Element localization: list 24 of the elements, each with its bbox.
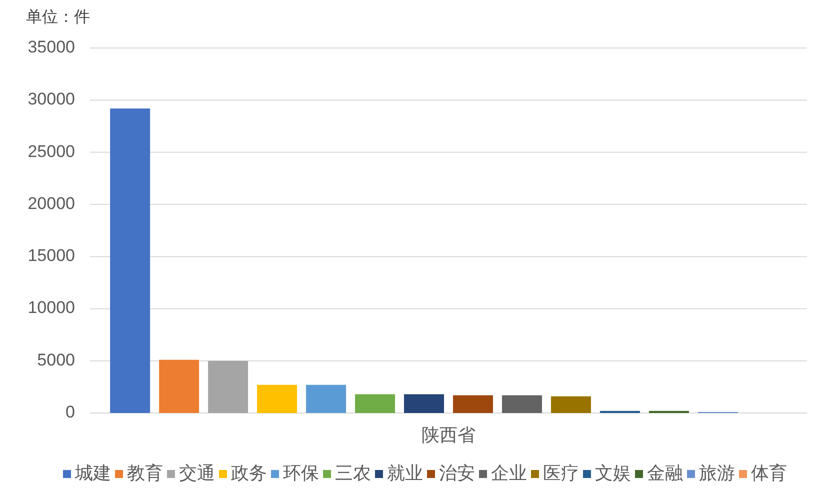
legend-label: 企业 [491, 462, 527, 483]
legend-label: 环保 [283, 462, 319, 483]
ylabel: 单位：件 [26, 9, 90, 26]
y-tick-label: 30000 [28, 90, 75, 109]
legend-label: 政务 [231, 462, 267, 483]
legend-label: 医疗 [543, 462, 579, 483]
legend-label: 城建 [74, 462, 111, 483]
y-tick-label: 25000 [28, 142, 75, 161]
legend-label: 体育 [751, 462, 787, 483]
y-tick-label: 35000 [28, 37, 75, 56]
legend-label: 文娱 [595, 462, 631, 483]
y-tick-label: 10000 [28, 298, 75, 318]
legend-label: 旅游 [699, 462, 735, 483]
legend-label: 交通 [179, 462, 215, 483]
legend-label: 三农 [335, 462, 371, 483]
y-tick-label: 0 [66, 402, 75, 422]
y-tick-label: 5000 [37, 350, 75, 370]
legend-label: 就业 [387, 462, 423, 483]
legend-label: 金融 [647, 462, 683, 483]
y-tick-label: 15000 [28, 246, 75, 266]
legend-label: 教育 [127, 462, 163, 483]
legend-label: 治安 [439, 462, 475, 483]
x-category: 陕西省 [422, 424, 476, 445]
y-tick-label: 20000 [28, 194, 75, 213]
